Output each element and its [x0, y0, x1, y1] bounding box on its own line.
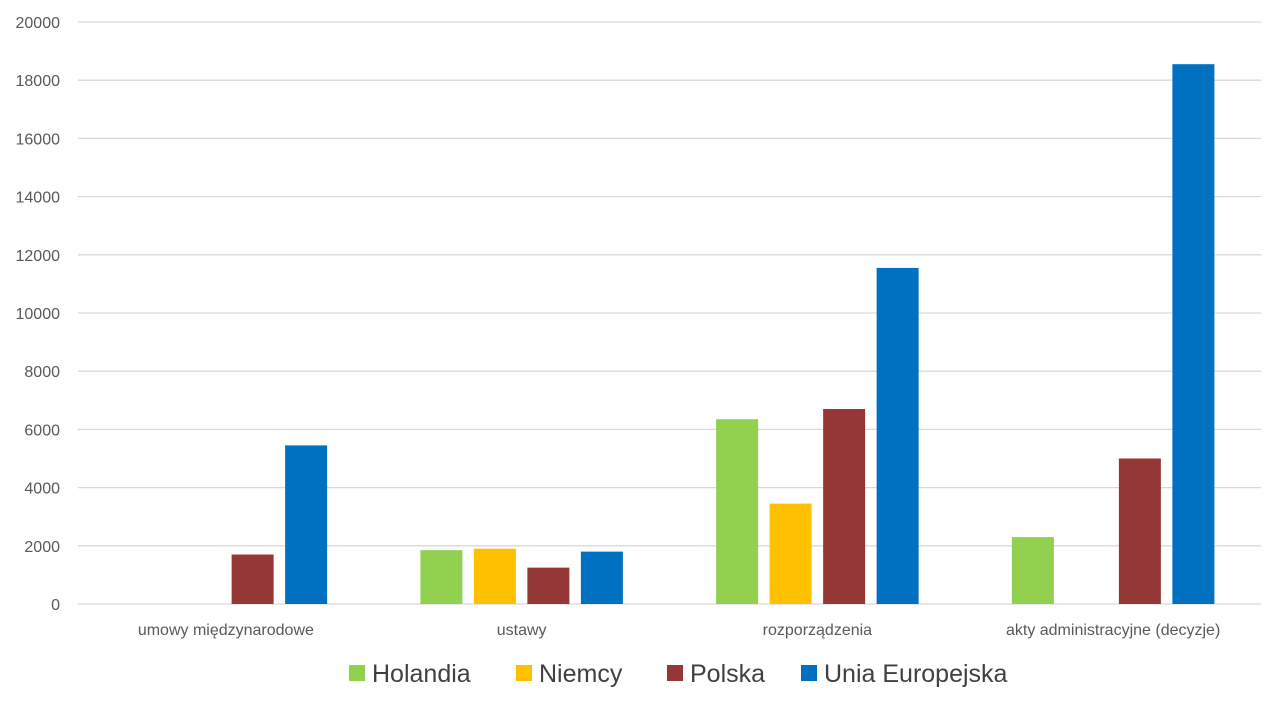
bar-holandia-2: [716, 419, 759, 604]
y-axis: 0 2000 4000 6000 8000 10000 12000 14000 16000 180…: [16, 15, 61, 614]
gridlines: [78, 21, 1261, 605]
y-tick-label: 0: [51, 597, 60, 614]
bar-unia-europejska-2: [876, 267, 919, 604]
legend-swatch: [349, 665, 365, 681]
legend-swatch: [516, 665, 532, 681]
bar-unia-europejska-0: [285, 445, 328, 604]
legend-label: Unia Europejska: [824, 660, 1008, 688]
y-tick-label: 18000: [16, 73, 61, 90]
category-label: rozporządzenia: [763, 622, 873, 639]
y-tick-label: 16000: [16, 131, 61, 148]
bar-polska-3: [1118, 458, 1161, 604]
y-tick-label: 10000: [16, 306, 61, 323]
category-label: akty administracyjne (decyzje): [1006, 622, 1220, 639]
legend-swatch: [667, 665, 683, 681]
legend-label: Polska: [690, 660, 765, 688]
bar-polska-0: [231, 554, 274, 604]
bar-holandia-1: [420, 550, 463, 604]
legend-label: Holandia: [372, 660, 471, 688]
bar-niemcy-2: [769, 503, 812, 604]
legend: Holandia Niemcy Polska Unia Europejska: [349, 660, 1008, 688]
bar-holandia-3: [1011, 537, 1054, 604]
x-axis: umowy międzynarodowe ustawy rozporządzenia…: [138, 622, 1220, 639]
y-tick-label: 4000: [24, 481, 60, 498]
y-tick-label: 8000: [24, 364, 60, 381]
y-tick-label: 20000: [16, 15, 61, 32]
category-label: ustawy: [497, 622, 547, 639]
bar-unia-europejska-1: [580, 551, 623, 604]
bar-polska-2: [823, 409, 866, 604]
legend-swatch: [801, 665, 817, 681]
y-tick-label: 6000: [24, 422, 60, 439]
bar-unia-europejska-3: [1172, 64, 1215, 604]
bar-niemcy-1: [473, 548, 516, 604]
y-tick-label: 14000: [16, 190, 61, 207]
y-tick-label: 2000: [24, 539, 60, 556]
bars: [231, 64, 1215, 604]
bar-polska-1: [527, 567, 570, 604]
y-tick-label: 12000: [16, 248, 61, 265]
category-label: umowy międzynarodowe: [138, 622, 314, 639]
legend-label: Niemcy: [539, 660, 623, 688]
